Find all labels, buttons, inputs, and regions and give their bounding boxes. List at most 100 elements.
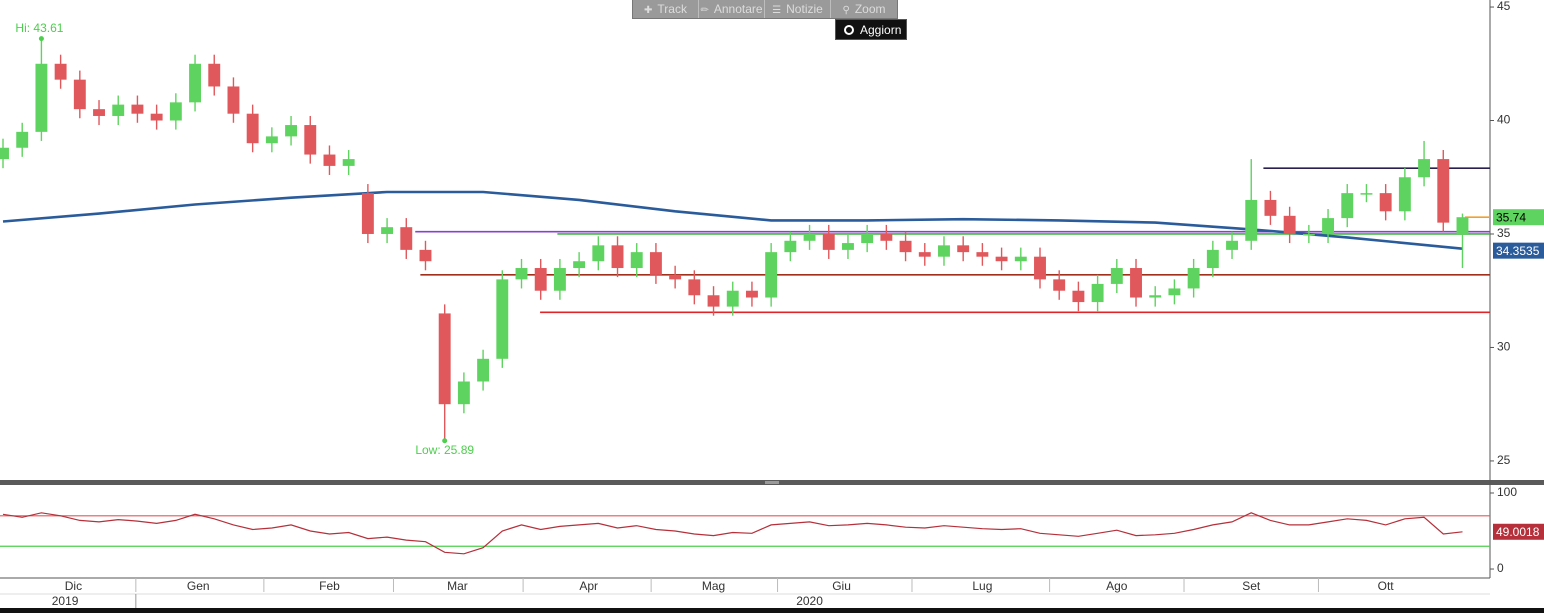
candle-body [477, 358, 490, 382]
y-tick-label: 30 [1497, 340, 1511, 354]
button-label: Zoom [854, 2, 886, 16]
button-label: Aggiorn [860, 23, 902, 37]
candle-body [553, 268, 566, 291]
candle-body [592, 245, 605, 262]
candle-body [784, 240, 797, 253]
candle-body [745, 290, 758, 298]
candle-body [381, 227, 394, 234]
candle-body [1245, 199, 1258, 241]
candle-body [1360, 193, 1373, 195]
button-label: Notizie [786, 2, 823, 16]
y-tick-label: 40 [1497, 113, 1511, 127]
candle-body [265, 136, 278, 144]
candle-body [189, 63, 201, 103]
divider-grip [765, 481, 779, 484]
candle-body [1379, 193, 1392, 212]
candle-body [246, 113, 259, 144]
candle-body [35, 63, 48, 132]
toolbar: ✚ Track ✏ Annotare ☰ Notizie ⚲ Zoom [632, 0, 898, 19]
candle-body [1110, 268, 1123, 284]
candle-body [16, 131, 29, 148]
candle-body [688, 279, 701, 296]
year-label: 2020 [796, 594, 823, 608]
candle-body [957, 245, 970, 253]
x-tick-label: Ott [1378, 579, 1395, 593]
x-tick-label: Lug [972, 579, 992, 593]
candle-body [630, 252, 643, 269]
indicator-value-label: 49.0018 [1496, 525, 1540, 539]
ma-value-label-box [1493, 242, 1544, 259]
candle-body [438, 313, 451, 405]
candle-body [1341, 193, 1354, 219]
candle-body [150, 113, 163, 121]
candle-body [0, 147, 9, 160]
bottom-bar [0, 608, 1544, 613]
candle-body [803, 233, 816, 241]
refresh-button[interactable]: Aggiorn [835, 19, 907, 40]
candle-body [131, 104, 144, 114]
x-tick-label: Dic [65, 579, 82, 593]
last-price-label: 35.74 [1496, 210, 1526, 224]
low-marker [442, 438, 448, 444]
candle-body [899, 240, 912, 253]
candle-body [419, 249, 432, 262]
y-tick-label: 100 [1497, 485, 1517, 499]
x-tick-label: Ago [1106, 579, 1128, 593]
candle-body [1130, 268, 1142, 298]
indicator-line [2, 512, 1463, 555]
moving-average [2, 190, 1463, 250]
candle-body [112, 104, 125, 116]
last-price-label-box [1493, 209, 1544, 226]
candle-body [361, 193, 374, 234]
indicator-value-label-box [1493, 523, 1544, 540]
candle-body [93, 109, 105, 116]
x-tick-label: Giu [832, 579, 851, 593]
button-label: Annotare [713, 2, 763, 16]
hi-marker [38, 36, 44, 42]
y-tick-label: 25 [1497, 453, 1511, 467]
track-button[interactable]: ✚ Track [633, 0, 699, 18]
news-button[interactable]: ☰ Notizie [765, 0, 831, 18]
candle-body [1014, 256, 1027, 262]
candle-body [765, 252, 778, 298]
candle-body [515, 268, 528, 280]
candle-body [1226, 240, 1238, 250]
candle-body [976, 252, 989, 257]
candle-body [1398, 177, 1411, 212]
x-tick-label: Gen [187, 579, 210, 593]
y-tick-label: 0 [1497, 561, 1504, 575]
candle-body [400, 227, 413, 250]
x-tick-label: Set [1242, 579, 1261, 593]
candle-body [342, 159, 355, 166]
hi-label: Hi: 43.61 [15, 21, 63, 35]
year-label: 2019 [52, 594, 79, 608]
candle-body [1034, 256, 1046, 280]
candle-body [1053, 279, 1066, 291]
candle-body [285, 125, 298, 137]
x-tick-label: Mag [702, 579, 725, 593]
candle-body [822, 233, 835, 250]
zoom-button[interactable]: ⚲ Zoom [842, 2, 886, 16]
candle-body [1302, 233, 1315, 236]
annotate-button[interactable]: ✏ Annotare [699, 0, 765, 18]
candle-body [1206, 249, 1219, 269]
candle-body [169, 102, 182, 121]
candle-body [1283, 215, 1296, 234]
candle-body [534, 268, 547, 291]
candle-body [457, 381, 470, 405]
candle-body [842, 243, 854, 250]
candle-body [611, 245, 624, 269]
candle-body [1456, 217, 1469, 234]
y-tick-label: 35 [1497, 226, 1511, 240]
candle-body [918, 252, 931, 257]
low-label: Low: 25.89 [415, 443, 474, 457]
candle-body [861, 233, 874, 244]
candle-body [496, 279, 509, 359]
candle-body [995, 256, 1008, 262]
candle-body [208, 63, 221, 87]
x-tick-label: Apr [579, 579, 598, 593]
y-tick-label: 45 [1497, 0, 1511, 13]
candle-body [1322, 218, 1335, 234]
